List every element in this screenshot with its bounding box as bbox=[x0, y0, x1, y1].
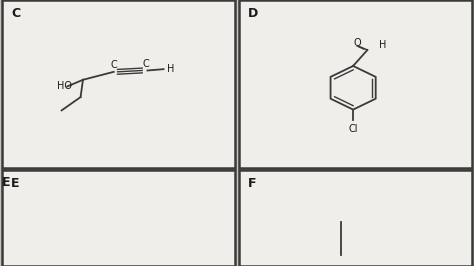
Text: F: F bbox=[248, 177, 256, 190]
FancyBboxPatch shape bbox=[2, 170, 235, 266]
Text: Cl: Cl bbox=[348, 124, 358, 134]
Text: E: E bbox=[11, 177, 19, 190]
Text: D: D bbox=[248, 7, 258, 20]
FancyBboxPatch shape bbox=[2, 0, 235, 168]
Text: HO: HO bbox=[57, 81, 72, 92]
FancyBboxPatch shape bbox=[239, 170, 472, 266]
Text: C: C bbox=[110, 60, 117, 70]
Text: C: C bbox=[11, 7, 20, 20]
FancyBboxPatch shape bbox=[239, 0, 472, 168]
Text: E: E bbox=[2, 176, 11, 189]
Text: O: O bbox=[353, 38, 361, 48]
Text: C: C bbox=[143, 59, 149, 69]
Text: H: H bbox=[167, 64, 174, 74]
Text: H: H bbox=[379, 40, 387, 50]
